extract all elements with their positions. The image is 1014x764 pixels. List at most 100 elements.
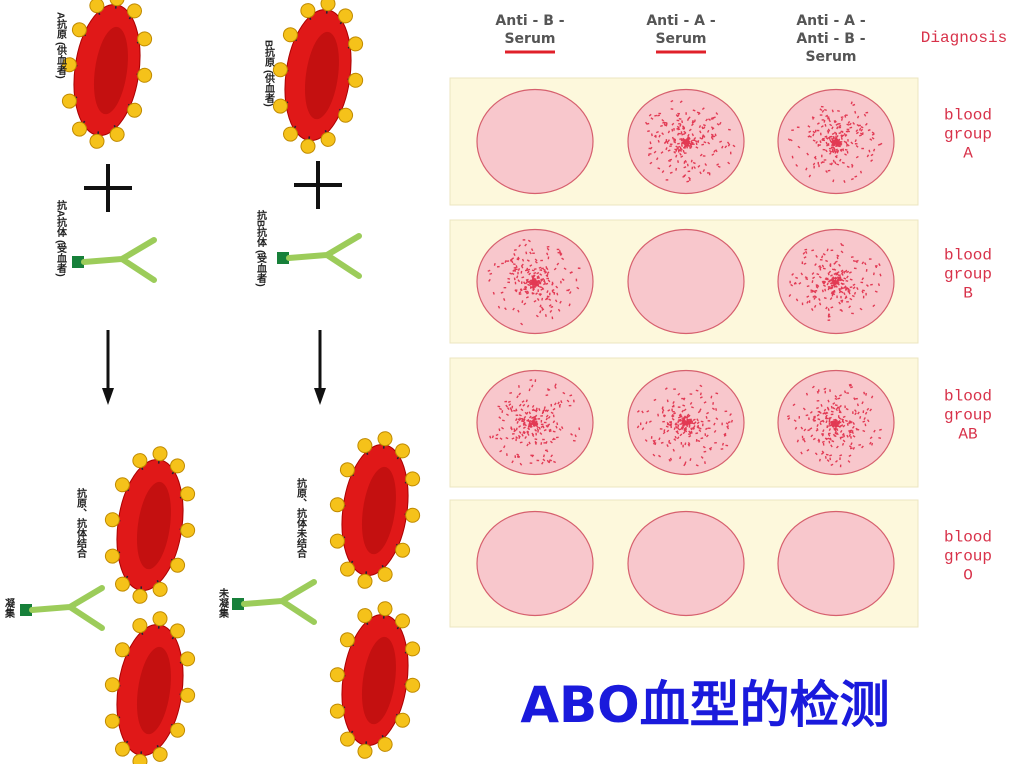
clump: [648, 147, 652, 150]
clump: [688, 430, 691, 434]
clump: [852, 283, 856, 287]
clump: [531, 275, 534, 279]
clump: [827, 128, 831, 132]
clump: [682, 149, 685, 153]
clump: [840, 269, 844, 273]
clump: [721, 442, 725, 446]
clump: [829, 263, 832, 267]
clump: [536, 425, 539, 429]
clump: [818, 144, 821, 147]
clump: [687, 442, 691, 445]
clump: [818, 439, 821, 443]
clump: [829, 389, 831, 392]
clump: [716, 163, 720, 166]
clump: [523, 415, 527, 419]
clump: [825, 137, 829, 140]
clump: [684, 415, 687, 419]
clump: [525, 251, 528, 255]
clump: [549, 292, 551, 296]
clump: [844, 153, 847, 156]
clump: [546, 247, 550, 251]
clump: [530, 248, 534, 252]
clump: [862, 420, 866, 423]
clump: [836, 295, 838, 299]
clump: [818, 411, 822, 414]
clump: [523, 281, 526, 285]
clump: [677, 160, 680, 163]
clump: [544, 297, 548, 301]
clump: [861, 290, 864, 294]
clump: [671, 128, 674, 132]
clump: [661, 410, 664, 414]
clump: [657, 167, 661, 170]
clump: [833, 140, 837, 144]
clump: [873, 429, 876, 433]
clump: [858, 124, 861, 127]
clump: [692, 161, 696, 165]
clump: [671, 417, 675, 421]
clump: [793, 419, 797, 423]
antigen: [272, 98, 288, 114]
clump: [819, 258, 823, 261]
row-label: AB: [958, 426, 977, 444]
antigen: [339, 632, 355, 648]
clump: [855, 397, 858, 400]
clump: [803, 428, 807, 432]
clump: [710, 135, 714, 139]
clump: [848, 271, 852, 274]
clump: [543, 270, 547, 273]
label: B抗原 (供血者): [263, 40, 276, 107]
clump: [501, 426, 504, 430]
clump: [840, 436, 844, 439]
clump: [847, 138, 849, 142]
clump: [837, 109, 840, 112]
clump: [720, 448, 724, 450]
clump: [539, 286, 543, 289]
antigen: [180, 651, 196, 667]
clump: [548, 298, 552, 301]
well: [476, 88, 594, 195]
red-cell: [104, 611, 196, 764]
clump: [506, 407, 510, 411]
clump: [842, 415, 846, 419]
clump: [552, 407, 556, 411]
clump: [798, 281, 802, 285]
clump: [534, 379, 537, 382]
clump: [830, 162, 833, 166]
clump: [555, 425, 558, 429]
clump: [665, 139, 668, 142]
clump: [861, 277, 865, 281]
clump: [847, 460, 851, 463]
antigen: [104, 512, 120, 528]
clump: [522, 420, 526, 424]
clump: [563, 267, 567, 271]
clump: [825, 412, 829, 415]
clump: [800, 272, 804, 276]
clump: [823, 411, 827, 415]
clump: [684, 141, 687, 145]
clump: [827, 437, 831, 440]
clump: [832, 146, 836, 150]
clump: [681, 120, 684, 124]
clump: [820, 420, 823, 423]
clump: [702, 126, 706, 130]
clump: [562, 391, 566, 395]
clump: [697, 424, 699, 428]
antigen: [377, 566, 393, 582]
clump: [677, 145, 681, 149]
clump: [815, 254, 818, 258]
clump: [856, 403, 859, 407]
clump: [690, 139, 694, 143]
clump: [699, 137, 703, 140]
clump: [699, 171, 702, 175]
clump: [803, 256, 807, 259]
clump: [669, 421, 673, 424]
clump: [828, 422, 831, 425]
clump: [547, 389, 551, 391]
clump: [852, 422, 856, 425]
clump: [703, 124, 706, 127]
clump: [835, 272, 839, 275]
clump: [726, 425, 730, 428]
clump: [826, 417, 829, 420]
clump: [818, 458, 821, 462]
